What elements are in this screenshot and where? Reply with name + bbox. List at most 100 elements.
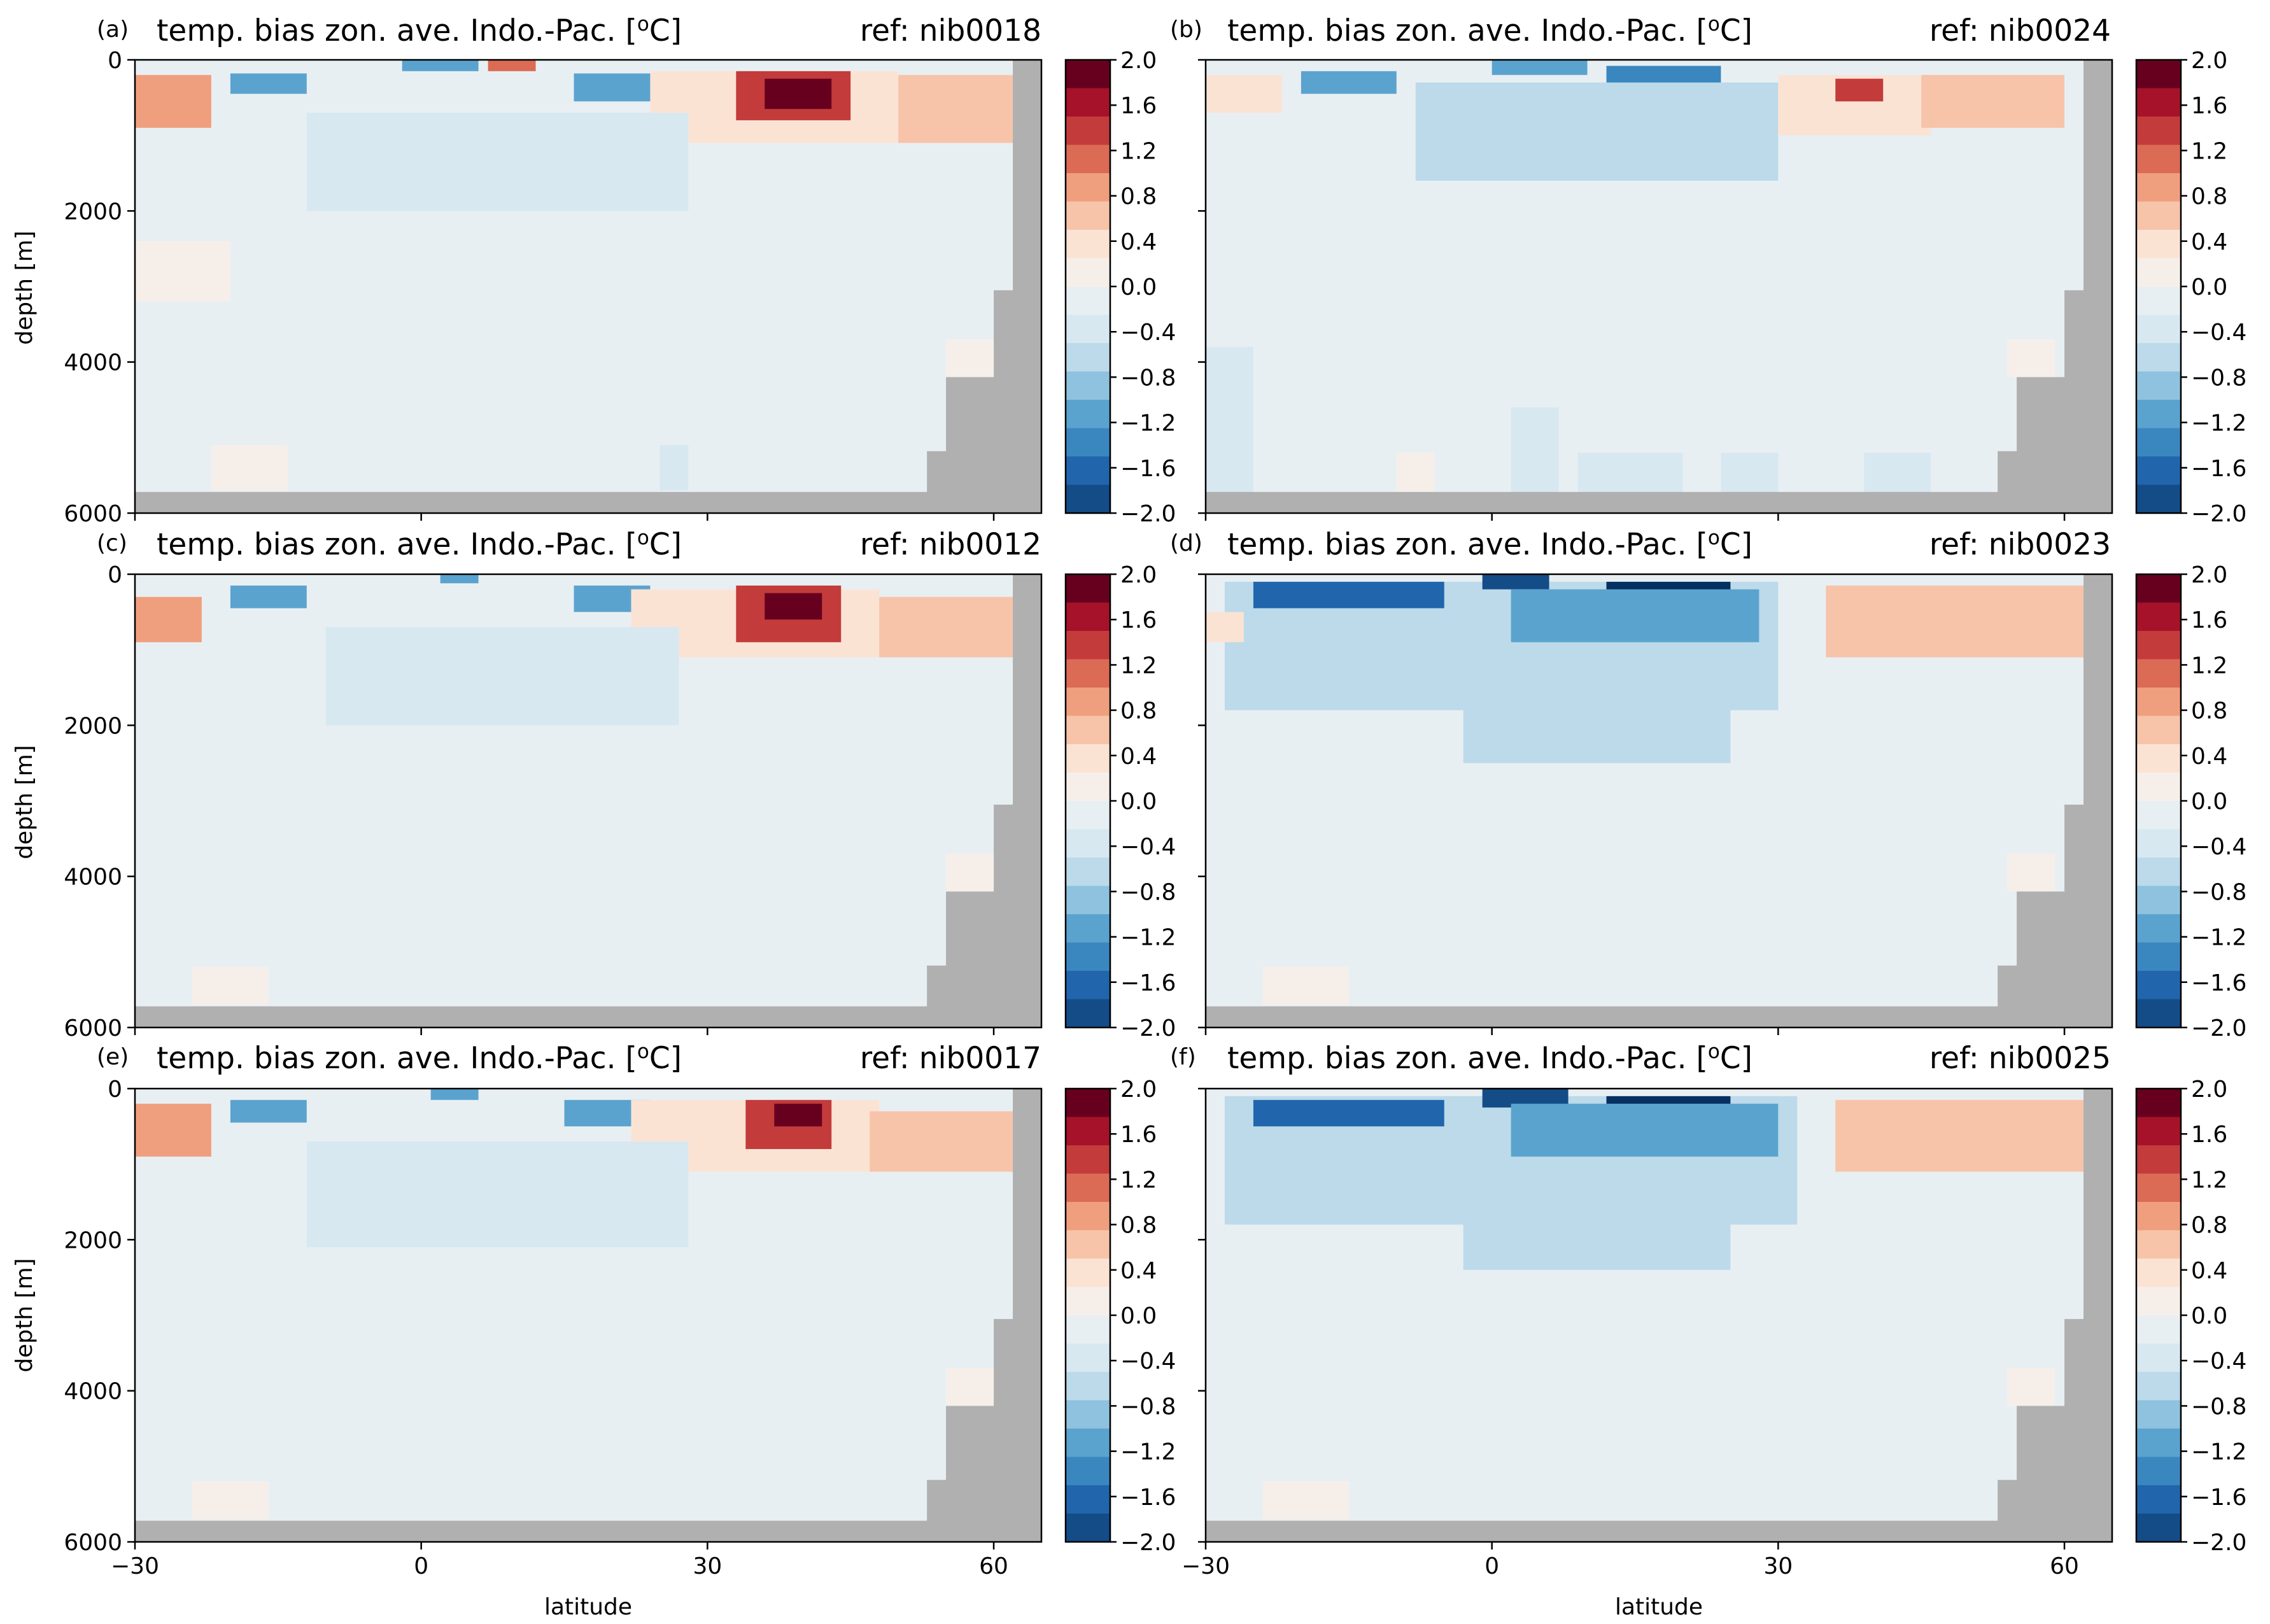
colorbar-tick-label: 0.0 (2191, 274, 2227, 300)
colorbar: 2.0 1.6 1.2 0.8 0.4 0.0 −0.4 −0.8 −1.2 −1.6 −2.0 (1064, 562, 1176, 1041)
colorbar-tick-label: −0.8 (2191, 879, 2246, 905)
colorbar-tick-label: −1.2 (2191, 411, 2246, 437)
panel-label: (b) (1170, 17, 1202, 43)
colorbar-tick-label: −0.4 (2191, 1348, 2246, 1374)
heatmap-plot-area-b (1204, 59, 2113, 514)
x-ticks: −30 0 30 60 (111, 1542, 1008, 1579)
axes-frame (1204, 573, 2113, 1029)
colorbar-tick-label: 0.8 (1120, 184, 1157, 210)
colorbar-tick-label: 1.2 (1120, 138, 1157, 164)
heatmap-cell (211, 445, 288, 491)
colorbar-tick-label: 2.0 (2191, 562, 2227, 588)
colorbar-tick-label: 0.8 (2191, 1213, 2227, 1239)
colorbar-tick-label: −1.6 (1120, 456, 1176, 482)
panel-label: (c) (97, 530, 127, 556)
colorbar-segment (1066, 173, 1110, 202)
colorbar-tick-label: 1.6 (1120, 93, 1157, 119)
colorbar-tick-label: 1.6 (1120, 607, 1157, 633)
panel-e: (e) temp. bias zon. ave. Indo.-Pac. [oC]… (11, 1040, 1176, 1620)
colorbar-tick-label: −0.8 (1120, 365, 1176, 391)
colorbar-segment (1066, 201, 1110, 230)
colorbar-tick-label: −1.6 (2191, 1485, 2246, 1511)
heatmap-cell (1511, 1103, 1779, 1157)
colorbar-segment (2136, 602, 2181, 632)
heatmap-cell (1415, 82, 1779, 181)
heatmap-cell (1491, 60, 1588, 75)
colorbar-tick-label: −2.0 (2191, 1530, 2246, 1556)
colorbar-segment (2136, 716, 2181, 745)
heatmap-cell (2007, 339, 2055, 378)
colorbar-tick-label: −0.4 (2191, 320, 2246, 346)
colorbar-tick-label: 1.2 (2191, 653, 2227, 679)
colorbar-segment (2136, 117, 2181, 145)
colorbar-segment (2136, 456, 2181, 485)
colorbar-tick-label: 2.0 (1120, 1077, 1157, 1103)
y-axis-label: depth [m] (11, 230, 38, 344)
colorbar-segment (1066, 88, 1110, 117)
heatmap-plot-area-d (1204, 573, 2113, 1029)
y-tick-label: 0 (108, 1077, 122, 1103)
colorbar-segment (2136, 971, 2181, 999)
colorbar-tick-label: 0.0 (1120, 789, 1157, 815)
chart-title: temp. bias zon. ave. Indo.-Pac. [oC] (1227, 1040, 1752, 1076)
panel-c: (c) temp. bias zon. ave. Indo.-Pac. [oC]… (11, 526, 1176, 1041)
colorbar-tick-label: −2.0 (1120, 1530, 1176, 1556)
colorbar-segment (2136, 173, 2181, 202)
colorbar-tick-label: 0.0 (1120, 274, 1157, 300)
colorbar-segment (1066, 1343, 1110, 1373)
y-tick-label: 2000 (64, 199, 122, 225)
x-tick-label: 60 (2050, 1553, 2079, 1579)
colorbar-segment (2136, 829, 2181, 858)
heatmap-plot-area-a (134, 59, 1043, 514)
colorbar-segment (1066, 286, 1110, 315)
y-tick-label: 6000 (64, 501, 122, 527)
colorbar-tick-label: 0.0 (2191, 789, 2227, 815)
heatmap-cell (192, 1481, 269, 1520)
colorbar-segment (1066, 428, 1110, 457)
colorbar-segment (2136, 1400, 2181, 1429)
heatmap-cell (192, 967, 269, 1005)
colorbar-tick-label: 0.4 (1120, 744, 1157, 770)
heatmap-cell (230, 585, 307, 609)
heatmap-cell (765, 593, 822, 620)
heatmap-cell (1206, 346, 1253, 498)
chart-title: temp. bias zon. ave. Indo.-Pac. [oC] (157, 526, 682, 562)
axes-frame (134, 59, 1043, 514)
colorbar-segment (2136, 286, 2181, 315)
colorbar-tick-label: −2.0 (1120, 501, 1176, 527)
colorbar-segment (2136, 1202, 2181, 1231)
colorbar-tick-label: −1.2 (1120, 411, 1176, 437)
land-mask (1206, 1520, 2112, 1542)
colorbar-tick-label: 0.4 (2191, 229, 2227, 255)
panel-a: (a) temp. bias zon. ave. Indo.-Pac. [oC]… (11, 13, 1176, 527)
colorbar-tick-label: −0.8 (1120, 1394, 1176, 1420)
heatmap-cell (1864, 453, 1931, 498)
colorbar-segment (1066, 1145, 1110, 1174)
colorbar-tick-label: −1.2 (2191, 925, 2246, 951)
colorbar-segment (2136, 574, 2181, 603)
colorbar-segment (1066, 1315, 1110, 1344)
colorbar-tick-label: 1.6 (2191, 1122, 2227, 1148)
heatmap-cell (306, 113, 689, 211)
colorbar-segment (1066, 772, 1110, 801)
colorbar-segment (2136, 145, 2181, 174)
colorbar-tick-label: 2.0 (1120, 48, 1157, 74)
colorbar-segment (1066, 456, 1110, 485)
colorbar: 2.0 1.6 1.2 0.8 0.4 0.0 −0.4 −0.8 −1.2 −1.6 −2.0 (1064, 1077, 1176, 1556)
x-ticks (134, 1027, 995, 1035)
colorbar-tick-label: 0.4 (2191, 744, 2227, 770)
colorbar-segment (2136, 631, 2181, 660)
ref-label: ref: nib0017 (860, 1041, 1041, 1076)
chart-title: temp. bias zon. ave. Indo.-Pac. [oC] (1227, 526, 1752, 562)
colorbar-segment (2136, 201, 2181, 230)
colorbar-segment (2136, 999, 2181, 1028)
heatmap-cell (574, 73, 651, 102)
colorbar-segment (2136, 88, 2181, 117)
land-mask (135, 1520, 1041, 1542)
colorbar-segment (1066, 230, 1110, 258)
heatmap-cell (230, 1099, 307, 1123)
panel-f: (f) temp. bias zon. ave. Indo.-Pac. [oC]… (1170, 1040, 2246, 1620)
colorbar-segment (2136, 942, 2181, 971)
colorbar-segment (2136, 1230, 2181, 1259)
ref-label: ref: nib0025 (1929, 1041, 2111, 1076)
